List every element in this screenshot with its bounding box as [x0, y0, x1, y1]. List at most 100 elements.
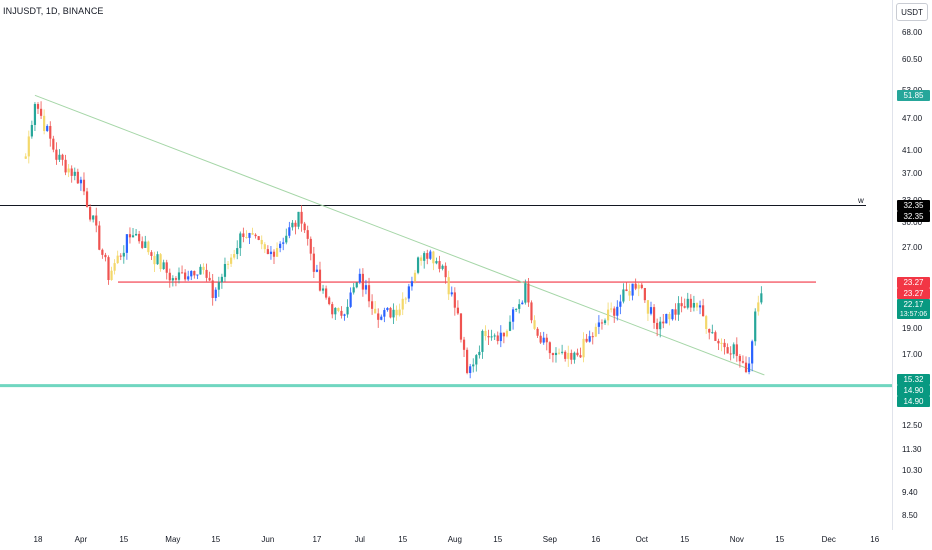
candle-body [370, 301, 374, 309]
candle-body [502, 332, 505, 337]
candle-body [628, 291, 631, 296]
candle-body [741, 361, 745, 363]
candle-body [220, 276, 223, 283]
candle-body [141, 241, 144, 248]
candle-body [524, 283, 527, 303]
candle-body [131, 235, 135, 238]
candle-body [85, 191, 89, 207]
candle-body [591, 336, 594, 338]
candle-body [456, 307, 460, 314]
candle-body [383, 310, 386, 317]
candle-body [453, 292, 456, 308]
candle-body [248, 232, 251, 238]
candle-body [187, 276, 190, 280]
candle-body [184, 272, 187, 280]
candle-body [153, 255, 156, 265]
candle-body [346, 306, 349, 315]
time-tick: 15 [680, 535, 690, 544]
candle-body [134, 233, 138, 236]
candle-body [144, 241, 147, 248]
time-tick: Sep [542, 535, 557, 544]
price-badge-label: 51.85 [903, 91, 924, 101]
candle-body [646, 300, 650, 314]
candle-body [729, 353, 732, 355]
candle-body [493, 335, 496, 337]
candle-body [285, 235, 288, 243]
price-chart[interactable] [0, 0, 892, 530]
candle-body [469, 366, 472, 373]
candle-body [214, 289, 217, 298]
price-tick: 10.30 [902, 466, 923, 476]
candle-body [208, 277, 211, 281]
candle-body [211, 280, 214, 298]
candle-body [637, 284, 640, 289]
candle-body [125, 234, 128, 253]
candle-body [226, 263, 230, 265]
price-badge: 23.27 [897, 276, 930, 288]
candles [24, 101, 763, 379]
price-badge: 14.90 [897, 395, 930, 407]
candle-body [380, 316, 383, 320]
price-tick: 60.50 [902, 55, 923, 65]
candle-body [177, 272, 181, 280]
candle-body [643, 288, 646, 301]
candle-body [263, 244, 266, 250]
candle-body [291, 222, 294, 228]
candle-body [511, 309, 515, 322]
price-badge-label: 22.17 [903, 299, 924, 309]
candle-body [542, 337, 545, 343]
candle-body [671, 309, 674, 320]
symbol-header: INJUSDT, 1D, BINANCE [3, 6, 104, 16]
currency-button[interactable]: USDT [896, 3, 928, 21]
candle-body [530, 302, 533, 321]
candle-body [95, 215, 98, 226]
price-tick: 11.30 [902, 444, 922, 454]
candle-body [447, 277, 450, 295]
candle-body [52, 138, 55, 150]
candle-body [656, 322, 659, 330]
candle-body [260, 239, 263, 245]
candle-body [665, 313, 668, 324]
candle-body [726, 347, 729, 354]
candle-body [649, 307, 653, 314]
price-badge-label: 14.90 [903, 385, 924, 395]
price-badge: 14.90 [897, 384, 930, 396]
candle-body [597, 322, 600, 327]
candle-body [266, 249, 269, 255]
time-tick: May [165, 535, 181, 544]
candle-body [723, 342, 726, 348]
candle-body [165, 262, 168, 273]
candle-body [717, 340, 720, 344]
candle-body [39, 108, 43, 116]
price-tick: 41.00 [902, 145, 923, 155]
candle-body [190, 271, 193, 277]
candle-body [61, 154, 64, 160]
candle-body [168, 272, 171, 281]
candle-body [518, 304, 521, 309]
candle-body [257, 236, 260, 240]
candle-body [570, 352, 573, 360]
candle-body [527, 283, 530, 303]
candle-body [398, 309, 401, 316]
candle-body [594, 326, 597, 337]
candle-body [582, 338, 585, 358]
candle-body [82, 179, 86, 192]
candle-body [315, 269, 319, 272]
time-tick: Jun [261, 535, 275, 544]
candle-body [309, 238, 312, 254]
candle-body [352, 287, 355, 293]
candle-body [36, 104, 40, 109]
time-tick: 15 [119, 535, 129, 544]
candle-body [233, 254, 236, 258]
candle-body [533, 320, 536, 329]
candle-body [668, 313, 671, 320]
candle-body [340, 310, 343, 316]
candle-body [349, 292, 352, 307]
candle-body [30, 124, 33, 137]
candle-body [677, 303, 680, 315]
level-label-w: w [858, 196, 864, 205]
candle-body [49, 125, 52, 139]
candle-body [631, 283, 634, 296]
candle-body [254, 234, 257, 237]
candle-body [113, 263, 116, 271]
